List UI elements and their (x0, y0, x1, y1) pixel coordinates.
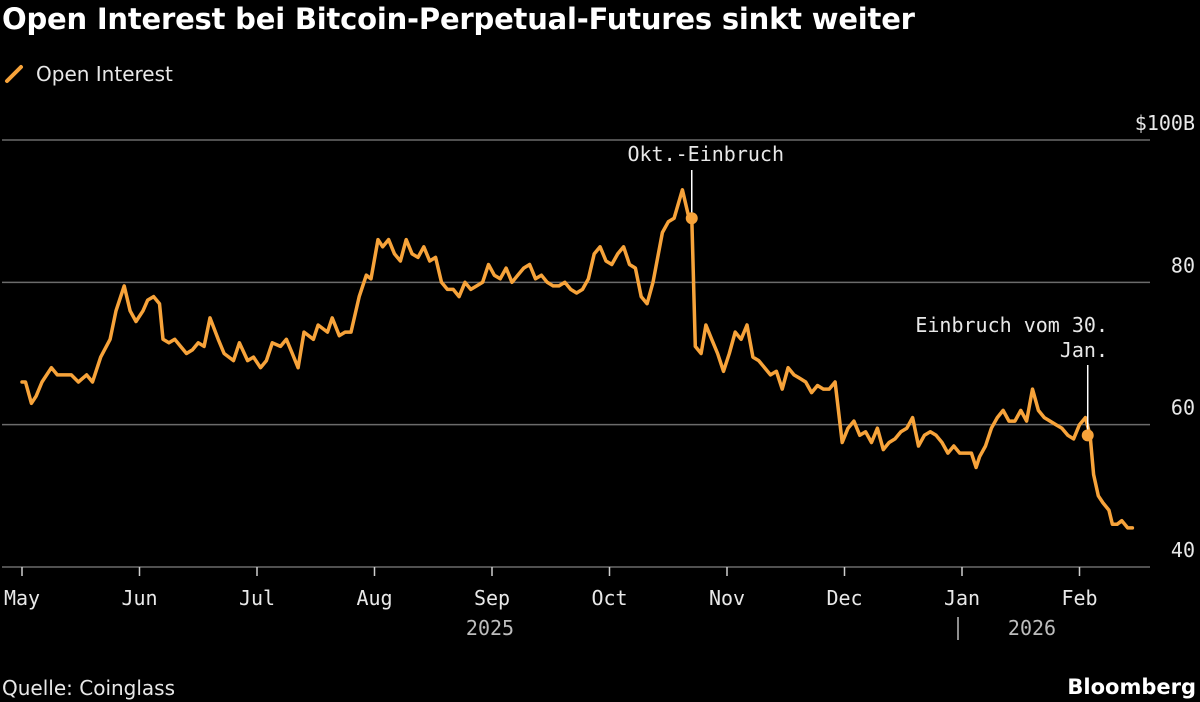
x-tick-label: Jun (121, 586, 157, 610)
x-tick-label: Jul (239, 586, 275, 610)
y-tick-label: 60 (1171, 396, 1195, 420)
year-label-2026: 2026 (1008, 616, 1056, 640)
x-tick-label: Dec (826, 586, 862, 610)
legend-label: Open Interest (36, 62, 173, 86)
legend-swatch (5, 65, 23, 83)
y-tick-label: 80 (1171, 253, 1195, 277)
x-tick-label: Jan (944, 586, 980, 610)
series-line-open-interest (20, 188, 1135, 530)
legend: Open Interest (4, 62, 173, 86)
x-tick-label: Aug (356, 586, 392, 610)
annotation-label-okt: Okt.-Einbruch (627, 142, 784, 166)
source-note: Quelle: Coinglass (2, 676, 176, 700)
x-tick-label: Oct (591, 586, 627, 610)
annotation-marker-jan (1081, 429, 1094, 442)
year-label-2025: 2025 (466, 616, 514, 640)
annotation-marker-okt (685, 212, 698, 225)
y-tick-label: 40 (1171, 538, 1195, 562)
annotation-label-jan-line2: Jan. (1060, 338, 1108, 362)
y-tick-label: $100B (1135, 111, 1195, 135)
chart-title: Open Interest bei Bitcoin-Perpetual-Futu… (2, 2, 915, 36)
x-tick-label: Nov (709, 586, 745, 610)
brand-logo: Bloomberg (1067, 675, 1196, 699)
x-tick-label: Sep (474, 586, 510, 610)
x-tick-label: May (4, 586, 40, 610)
annotation-label-jan-line1: Einbruch vom 30. (915, 313, 1108, 337)
x-tick-label: Feb (1061, 586, 1097, 610)
